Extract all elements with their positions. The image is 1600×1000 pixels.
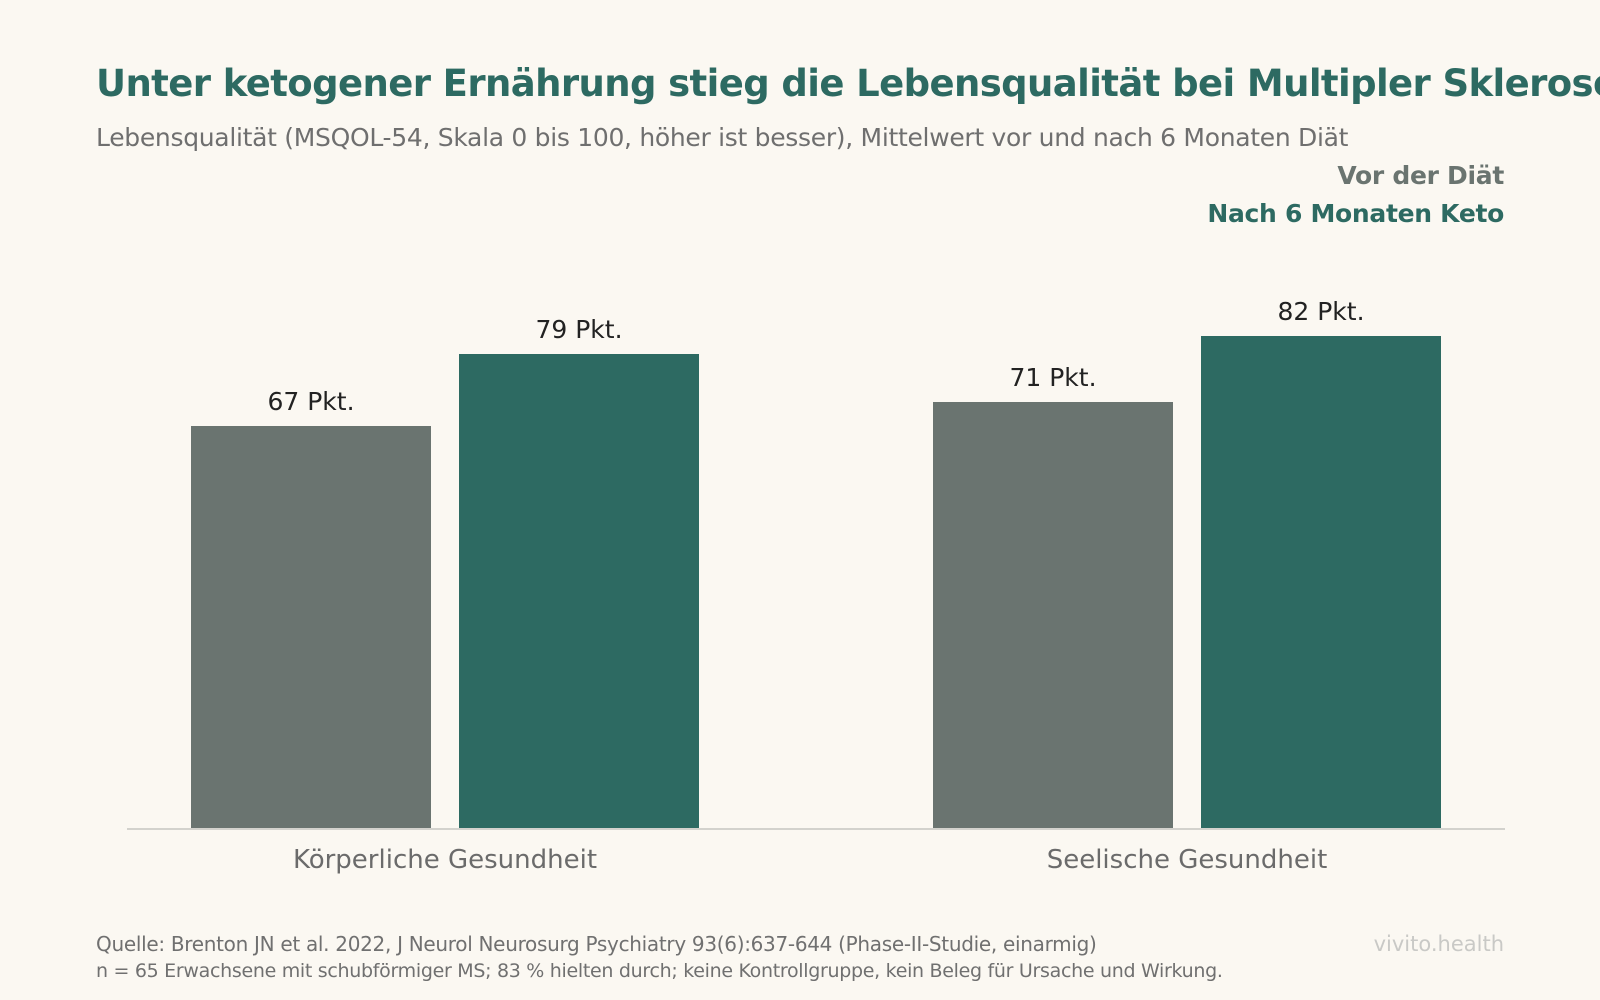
bar-before-0 — [191, 426, 431, 828]
legend-item-after: Nach 6 Monaten Keto — [1207, 199, 1504, 228]
data-label-after-1: 82 Pkt. — [1277, 297, 1364, 326]
brand-watermark: vivito.health — [1373, 932, 1504, 956]
category-label-0: Körperliche Gesundheit — [293, 845, 597, 875]
category-label-1: Seelische Gesundheit — [1047, 845, 1328, 875]
bar-before-1 — [933, 402, 1173, 828]
data-label-after-0: 79 Pkt. — [535, 315, 622, 344]
data-label-before-1: 71 Pkt. — [1009, 363, 1096, 392]
legend-item-before: Vor der Diät — [1337, 161, 1504, 190]
legend: Vor der Diät Nach 6 Monaten Keto — [1207, 157, 1504, 233]
chart-title: Unter ketogener Ernährung stieg die Lebe… — [96, 62, 1600, 105]
data-label-before-0: 67 Pkt. — [267, 387, 354, 416]
source-note: Quelle: Brenton JN et al. 2022, J Neurol… — [96, 932, 1097, 956]
method-note: n = 65 Erwachsene mit schubförmiger MS; … — [96, 960, 1223, 982]
footer: Quelle: Brenton JN et al. 2022, J Neurol… — [96, 932, 1223, 982]
chart-subtitle: Lebensqualität (MSQOL-54, Skala 0 bis 10… — [96, 123, 1349, 152]
bar-after-0 — [459, 354, 699, 828]
bar-after-1 — [1201, 336, 1441, 828]
